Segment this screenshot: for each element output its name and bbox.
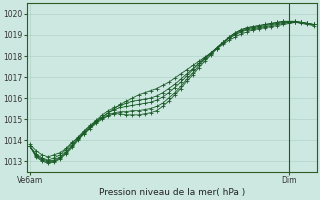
X-axis label: Pression niveau de la mer( hPa ): Pression niveau de la mer( hPa )	[99, 188, 245, 197]
